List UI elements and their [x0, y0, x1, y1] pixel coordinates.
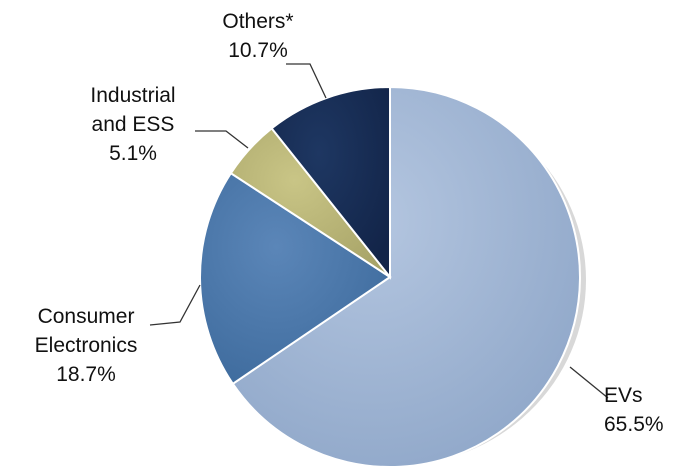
- slice-evs: [231, 85, 581, 468]
- label-name-line: Industrial: [90, 84, 175, 107]
- leader-lines: [149, 63, 609, 399]
- label-name-line: Others*: [222, 10, 293, 33]
- label-name-line: EVs: [604, 384, 643, 407]
- slice-consumer-electronics: [199, 171, 392, 386]
- slice-labels: EVs 65.5% Consumer Electronics 18.7% Industri…: [35, 10, 664, 436]
- leader-line-industrial-and-ess: [195, 130, 249, 149]
- label-name-line: Consumer: [38, 305, 135, 328]
- leader-line-others: [286, 63, 327, 99]
- pie-slices: [199, 85, 581, 468]
- label-others: Others* 10.7%: [222, 10, 293, 62]
- label-evs: EVs 65.5%: [604, 384, 664, 436]
- leader-line-evs: [569, 366, 609, 399]
- label-name-line: Electronics: [35, 334, 138, 357]
- slice-others: [270, 85, 391, 280]
- leader-line-consumer-electronics: [149, 284, 201, 326]
- label-industrial-and-ess: Industrial and ESS 5.1%: [90, 84, 175, 165]
- label-name-line: and ESS: [92, 113, 175, 136]
- label-percent: 65.5%: [604, 413, 664, 436]
- label-percent: 18.7%: [56, 363, 116, 386]
- label-percent: 10.7%: [228, 39, 288, 62]
- label-consumer-electronics: Consumer Electronics 18.7%: [35, 305, 138, 386]
- label-percent: 5.1%: [109, 142, 157, 165]
